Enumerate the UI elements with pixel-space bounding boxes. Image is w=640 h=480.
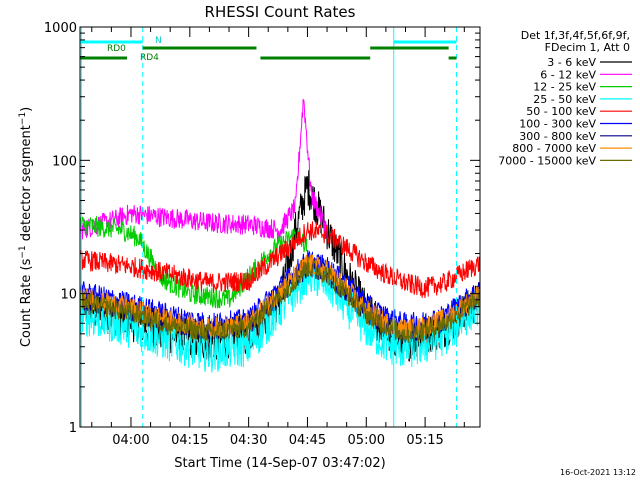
x-tick-label: 04:45 — [289, 433, 326, 448]
x-axis-label: Start Time (14-Sep-07 03:47:02) — [174, 456, 385, 471]
legend-entry-label: 25 - 50 keV — [533, 93, 596, 106]
legend-entry-label: 100 - 300 keV — [519, 118, 596, 131]
series-line — [79, 256, 480, 343]
legend-entry-label: 12 - 25 keV — [533, 81, 596, 94]
y-axis-label-sup1: −1 — [18, 245, 28, 258]
y-tick-label: 100 — [52, 154, 77, 169]
legend: Det 1f,3f,4f,5f,6f,9f,FDecim 1, Att 0 3 -… — [498, 29, 632, 167]
y-axis-label-main: Count Rate (s — [19, 258, 34, 347]
y-tick-label: 1000 — [44, 21, 77, 36]
x-tick-label: 04:30 — [230, 433, 267, 448]
footer-date: 16-Oct-2021 13:12 — [560, 468, 636, 477]
plot-frame — [79, 26, 481, 428]
legend-entry-label: 50 - 100 keV — [526, 105, 596, 118]
legend-header: FDecim 1, Att 0 — [545, 41, 630, 54]
legend-entry-label: 800 - 7000 keV — [512, 142, 596, 155]
y-axis-label-end: ) — [19, 107, 34, 112]
state-label: RD0 — [107, 44, 126, 54]
legend-entry-label: 3 - 6 keV — [547, 56, 596, 69]
y-tick-label: 1 — [69, 421, 77, 436]
y-axis-label-mid: detector segment — [19, 125, 34, 245]
y-axis-label: Count Rate (s−1 detector segment−1) — [18, 107, 34, 347]
legend-entry-label: 300 - 800 keV — [519, 130, 596, 143]
x-tick-label: 05:15 — [406, 433, 443, 448]
chart-title: RHESSI Count Rates — [205, 3, 356, 21]
y-tick-label: 10 — [60, 288, 77, 303]
state-label: RD4 — [140, 53, 159, 63]
series-line — [79, 254, 480, 340]
y-axis-label-sup2: −1 — [18, 112, 28, 125]
x-tick-label: 04:00 — [112, 433, 149, 448]
series-line — [79, 98, 328, 240]
state-label: N — [155, 36, 162, 46]
legend-entry-label: 7000 - 15000 keV — [498, 154, 596, 167]
series-layer — [79, 98, 480, 373]
axis-layer: 1 10 100 1000 04:00 04:15 04:30 04:45 05:00 05:15 — [44, 21, 480, 448]
legend-header: Det 1f,3f,4f,5f,6f,9f, — [521, 29, 630, 42]
series-line — [79, 216, 308, 309]
annotation-layer: N RD0 RD4 — [80, 27, 457, 427]
x-tick-label: 05:00 — [348, 433, 385, 448]
x-tick-label: 04:15 — [171, 433, 208, 448]
series-line — [79, 256, 480, 373]
legend-entry-label: 6 - 12 keV — [540, 68, 596, 81]
series-line — [79, 221, 480, 299]
